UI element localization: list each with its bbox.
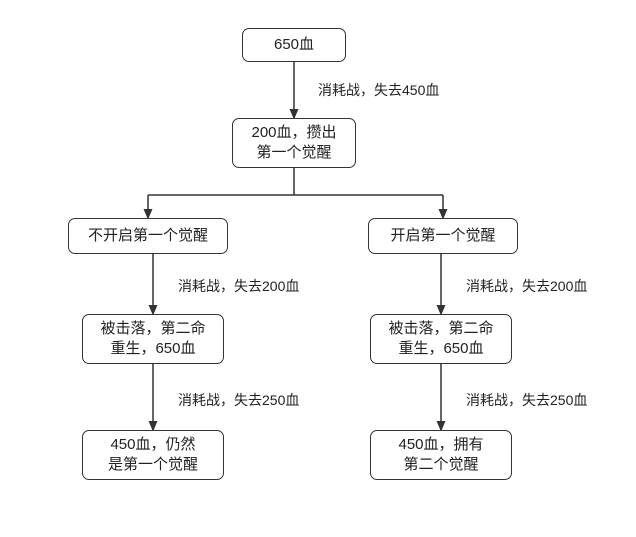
node-right2: 被击落，第二命重生，650血 xyxy=(370,314,512,364)
edge-label-3: 消耗战，失去200血 xyxy=(178,276,299,296)
edge-label-4: 消耗战，失去200血 xyxy=(466,276,587,296)
node-left2-label: 被击落，第二命重生，650血 xyxy=(100,319,205,360)
node-left2: 被击落，第二命重生，650血 xyxy=(82,314,224,364)
node-awaken-label: 200血，攒出第一个觉醒 xyxy=(251,123,336,164)
edge-label-6: 消耗战，失去250血 xyxy=(466,390,587,410)
node-right3-label: 450血，拥有第二个觉醒 xyxy=(398,435,483,476)
node-root-label: 650血 xyxy=(274,35,314,55)
node-left3: 450血，仍然是第一个觉醒 xyxy=(82,430,224,480)
node-right2-label: 被击落，第二命重生，650血 xyxy=(388,319,493,360)
node-left1-label: 不开启第一个觉醒 xyxy=(88,226,208,246)
edge-label-0: 消耗战，失去450血 xyxy=(318,80,439,100)
node-root: 650血 xyxy=(242,28,346,62)
node-left3-label: 450血，仍然是第一个觉醒 xyxy=(108,435,198,476)
flowchart-canvas: 650血 200血，攒出第一个觉醒 不开启第一个觉醒 开启第一个觉醒 被击落，第… xyxy=(0,0,636,537)
node-right1: 开启第一个觉醒 xyxy=(368,218,518,254)
node-awaken: 200血，攒出第一个觉醒 xyxy=(232,118,356,168)
node-right1-label: 开启第一个觉醒 xyxy=(390,226,495,246)
node-right3: 450血，拥有第二个觉醒 xyxy=(370,430,512,480)
node-left1: 不开启第一个觉醒 xyxy=(68,218,228,254)
edge-label-5: 消耗战，失去250血 xyxy=(178,390,299,410)
